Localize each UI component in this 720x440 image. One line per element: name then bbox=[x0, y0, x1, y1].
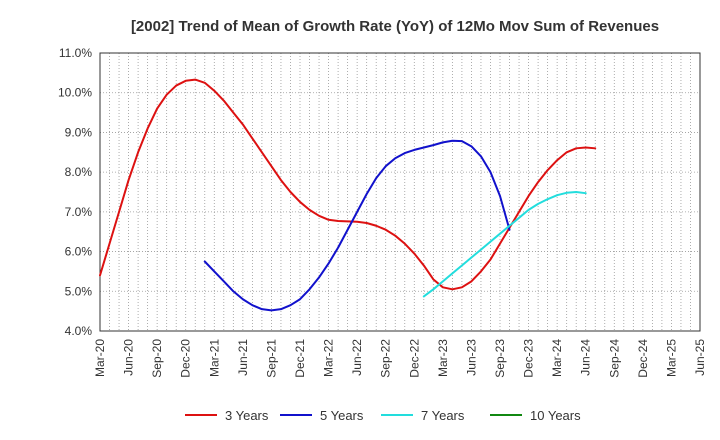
x-tick-label: Jun-20 bbox=[122, 339, 136, 376]
x-tick-label: Mar-23 bbox=[436, 339, 450, 377]
x-tick-label: Dec-22 bbox=[407, 339, 421, 378]
x-tick-label: Mar-25 bbox=[664, 339, 678, 377]
x-tick-label: Jun-25 bbox=[693, 339, 707, 376]
x-tick-label: Dec-20 bbox=[179, 339, 193, 378]
legend-label: 3 Years bbox=[225, 408, 269, 423]
x-tick-label: Jun-24 bbox=[579, 339, 593, 376]
x-tick-label: Dec-21 bbox=[293, 339, 307, 378]
y-tick-label: 5.0% bbox=[65, 284, 93, 298]
legend: 3 Years 5 Years 7 Years 10 Years bbox=[185, 408, 581, 423]
x-tick-label: Sep-22 bbox=[379, 339, 393, 378]
x-tick-label: Sep-21 bbox=[264, 339, 278, 378]
plot-frame bbox=[99, 52, 701, 332]
x-tick-label: Mar-24 bbox=[550, 339, 564, 377]
grid-layer bbox=[100, 53, 700, 331]
x-tick-label: Sep-24 bbox=[607, 339, 621, 378]
x-tick-label: Mar-20 bbox=[93, 339, 107, 377]
y-tick-label: 6.0% bbox=[65, 245, 93, 259]
legend-label: 10 Years bbox=[530, 408, 581, 423]
x-tick-label: Mar-22 bbox=[322, 339, 336, 377]
series-line-5-years bbox=[203, 139, 511, 312]
x-tick-label: Jun-22 bbox=[350, 339, 364, 376]
axis-layer: 4.0% 5.0% 6.0% 7.0% 8.0% 9.0% 10.0% 11.0% Mar-20… bbox=[58, 46, 707, 378]
y-tick-label: 9.0% bbox=[65, 125, 93, 139]
x-tick-label: Jun-21 bbox=[236, 339, 250, 376]
y-tick-label: 4.0% bbox=[65, 324, 93, 338]
series-layer bbox=[99, 78, 597, 312]
x-tick-label: Dec-24 bbox=[636, 339, 650, 378]
legend-label: 7 Years bbox=[421, 408, 465, 423]
y-tick-label: 10.0% bbox=[58, 86, 92, 100]
series-line-7-years bbox=[422, 191, 587, 298]
x-tick-label: Sep-20 bbox=[150, 339, 164, 378]
x-tick-label: Mar-21 bbox=[207, 339, 221, 377]
y-tick-label: 11.0% bbox=[59, 46, 92, 60]
y-tick-label: 8.0% bbox=[65, 165, 93, 179]
chart-title: [2002] Trend of Mean of Growth Rate (YoY… bbox=[131, 18, 659, 35]
legend-label: 5 Years bbox=[320, 408, 364, 423]
x-tick-label: Dec-23 bbox=[522, 339, 536, 378]
x-tick-label: Sep-23 bbox=[493, 339, 507, 378]
y-tick-label: 7.0% bbox=[65, 205, 93, 219]
x-tick-label: Jun-23 bbox=[464, 339, 478, 376]
